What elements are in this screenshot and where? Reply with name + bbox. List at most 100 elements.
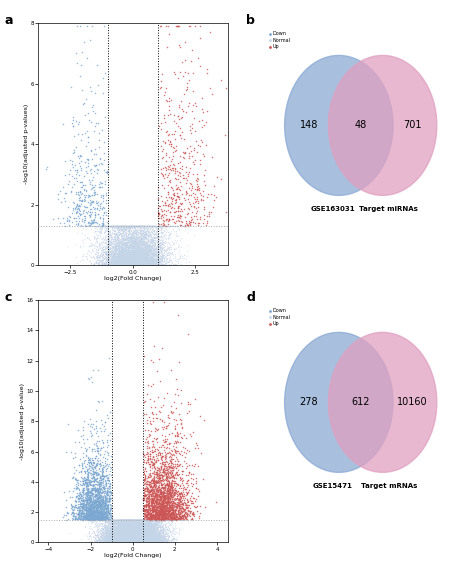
Point bbox=[126, 531, 133, 541]
Point bbox=[149, 459, 157, 468]
Point bbox=[140, 531, 147, 540]
Point bbox=[111, 535, 119, 544]
Point bbox=[140, 534, 147, 543]
Point bbox=[129, 535, 137, 544]
Point bbox=[145, 518, 153, 527]
Point bbox=[74, 493, 82, 503]
Point bbox=[104, 534, 111, 544]
Point bbox=[171, 484, 178, 493]
Point bbox=[159, 537, 167, 546]
Point bbox=[119, 533, 127, 542]
Point bbox=[140, 458, 148, 467]
Point bbox=[118, 515, 126, 524]
Point bbox=[120, 516, 128, 526]
Point bbox=[156, 254, 164, 263]
Point bbox=[129, 530, 137, 539]
Point bbox=[124, 526, 132, 535]
Point bbox=[94, 469, 102, 478]
Point bbox=[116, 251, 124, 260]
Point bbox=[122, 519, 130, 529]
Point bbox=[118, 519, 125, 528]
Point bbox=[149, 534, 156, 544]
Point bbox=[134, 531, 141, 540]
Point bbox=[117, 532, 125, 541]
Point bbox=[119, 222, 127, 231]
Point bbox=[142, 533, 150, 542]
Point bbox=[119, 519, 127, 528]
Point bbox=[115, 535, 123, 544]
Point bbox=[150, 523, 158, 532]
Point bbox=[93, 501, 101, 511]
Point bbox=[137, 536, 145, 545]
Point bbox=[126, 524, 133, 534]
Point bbox=[122, 525, 129, 534]
Point bbox=[149, 538, 157, 547]
Point bbox=[184, 505, 192, 515]
Point bbox=[159, 501, 167, 511]
Point bbox=[128, 235, 136, 244]
Point bbox=[143, 534, 151, 544]
Point bbox=[120, 519, 128, 529]
Point bbox=[146, 234, 154, 243]
Point bbox=[162, 200, 169, 209]
Point bbox=[117, 254, 125, 263]
Point bbox=[145, 520, 152, 530]
Point bbox=[137, 533, 144, 542]
Point bbox=[91, 258, 99, 267]
Point bbox=[173, 503, 180, 512]
Point bbox=[149, 519, 157, 529]
Point bbox=[126, 537, 134, 546]
Point bbox=[120, 530, 128, 539]
Point bbox=[123, 534, 131, 544]
Point bbox=[142, 524, 149, 534]
Point bbox=[139, 248, 147, 257]
Point bbox=[126, 522, 133, 531]
Point bbox=[98, 511, 106, 520]
Point bbox=[122, 230, 129, 239]
Point bbox=[138, 533, 146, 542]
Point bbox=[125, 238, 132, 247]
Point bbox=[156, 257, 164, 267]
Point bbox=[137, 537, 144, 546]
Point bbox=[114, 522, 122, 531]
Point bbox=[131, 524, 138, 534]
Point bbox=[122, 532, 129, 541]
Point bbox=[115, 533, 122, 542]
Point bbox=[100, 527, 108, 537]
Point bbox=[156, 255, 164, 264]
Point bbox=[89, 509, 97, 518]
Point bbox=[171, 424, 178, 433]
Point bbox=[154, 511, 161, 520]
Point bbox=[135, 527, 143, 536]
Point bbox=[160, 509, 168, 519]
Point bbox=[112, 537, 119, 546]
Point bbox=[128, 256, 135, 265]
Point bbox=[164, 518, 172, 527]
Point bbox=[119, 515, 127, 524]
Point bbox=[103, 222, 110, 231]
Point bbox=[91, 492, 99, 501]
Point bbox=[114, 523, 121, 533]
Point bbox=[131, 536, 139, 545]
Point bbox=[118, 515, 126, 524]
Point bbox=[119, 534, 127, 543]
Point bbox=[132, 246, 140, 255]
Point bbox=[122, 231, 130, 240]
Point bbox=[140, 525, 148, 534]
Point bbox=[134, 248, 141, 257]
Point bbox=[146, 531, 154, 541]
Point bbox=[144, 531, 152, 541]
Point bbox=[137, 526, 145, 535]
Point bbox=[156, 515, 164, 524]
Point bbox=[105, 237, 112, 246]
Point bbox=[159, 507, 167, 516]
Point bbox=[85, 481, 92, 490]
Point bbox=[141, 536, 148, 545]
Point bbox=[140, 254, 148, 264]
Point bbox=[132, 533, 140, 542]
Point bbox=[128, 524, 136, 534]
Point bbox=[158, 70, 166, 79]
Point bbox=[116, 257, 123, 267]
Point bbox=[106, 257, 114, 267]
Point bbox=[91, 503, 99, 512]
